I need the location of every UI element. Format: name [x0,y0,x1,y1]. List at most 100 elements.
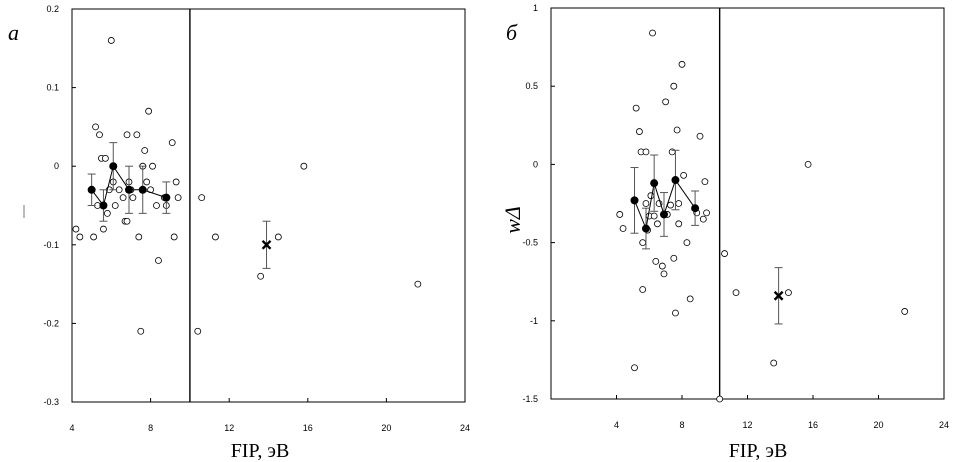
scatter-point [703,209,710,217]
scatter-point [198,194,206,202]
panel-a-ticks: 4 8 12 16 20 24 -0.3 -0.2 -0.1 0 0.1 0.2 [43,4,470,433]
scatter-point [662,98,670,106]
panel-b-scatter-points [616,29,909,403]
x-tick-label: 24 [460,423,470,433]
mean-point [641,224,650,233]
scatter-point [274,233,282,241]
cross-point [773,290,784,301]
panel-b-y-axis-title: wΔ [500,206,525,234]
scatter-point [72,225,80,233]
scatter-point [137,327,145,335]
x-tick-label: 8 [679,420,684,430]
scatter-point [732,289,740,297]
scatter-point [675,220,683,228]
scatter-point [123,131,131,139]
panel-b-plot-frame [550,7,945,400]
scatter-point [155,257,162,264]
panel-b-x-axis-title: FIP, эВ [729,440,788,462]
scatter-point [785,289,792,297]
scatter-point [642,148,650,156]
y-tick-label: -0.3 [43,397,59,407]
scatter-point [174,194,182,202]
scatter-point [149,162,156,170]
scatter-point [119,194,127,202]
y-tick-label: -0.1 [43,240,59,250]
y-tick-label: 1 [533,3,538,13]
scatter-point [660,270,668,278]
mean-point [650,179,659,188]
scatter-point [647,192,655,200]
mean-point [162,193,171,202]
scatter-point [654,220,661,228]
scatter-point [658,262,666,270]
scatter-point [680,171,688,179]
scatter-point [170,233,178,241]
scatter-point [652,257,660,265]
scatter-point [716,395,724,403]
panel-a: а 4 8 12 16 20 24 -0.3 -0.2 -0.1 0 0.1 0.2 FIP, эВ [8,4,470,462]
scatter-point [257,272,265,280]
x-tick-label: 24 [939,420,949,430]
mean-point [87,185,96,194]
panel-a-scatter-points [72,37,422,335]
scatter-point [107,37,115,44]
scatter-point [668,148,676,156]
x-tick-label: 4 [614,420,619,430]
panel-b-ticks: 4 8 12 16 20 24 -1.5 -1 -0.5 0 0.5 1 [522,3,949,430]
x-tick-label: 12 [224,423,234,433]
y-tick-label: -0.2 [43,318,59,328]
cross-point [261,239,272,250]
scatter-point [92,123,99,131]
scatter-point [721,250,728,257]
y-tick-label: 0 [533,159,538,169]
y-tick-label: 0.1 [46,83,59,93]
scatter-point [649,29,656,37]
scatter-point [143,178,151,186]
scatter-point [100,225,107,233]
panel-a-letter: а [8,20,19,45]
x-tick-label: 20 [873,420,883,430]
scatter-point [699,215,707,223]
scatter-point [133,131,141,139]
scatter-point [667,201,674,209]
scatter-point [631,364,638,372]
scatter-point [672,309,679,317]
scatter-point [102,154,109,162]
scatter-point [683,239,691,247]
scatter-point [96,131,103,139]
scatter-point [141,147,149,154]
scatter-point [670,82,678,90]
y-tick-label: -1 [530,316,538,326]
scatter-point [678,60,686,68]
scatter-point [673,126,681,134]
x-tick-label: 12 [742,420,752,430]
panel-b-mean-series [630,149,700,250]
scatter-point [103,209,111,217]
scatter-point [172,178,180,186]
mean-point [630,196,639,205]
scatter-point [111,202,119,209]
mean-point [124,185,133,194]
y-tick-label: 0.2 [46,4,59,14]
scatter-point [675,200,683,207]
scatter-point [414,280,422,288]
panel-a-cross-marker [261,220,272,269]
scatter-point [696,132,704,140]
panel-a-plot-frame [71,8,466,403]
scatter-point [632,104,640,112]
panel-b-cross-marker [773,267,784,325]
scatter-point [642,200,650,207]
scatter-point [639,239,647,247]
scatter-point [670,254,678,262]
scatter-point [770,359,778,367]
scatter-point [194,327,202,335]
scatter-point [636,128,643,135]
scatter-point [153,202,160,209]
mean-point [671,176,680,185]
panel-a-mean-series [87,142,171,222]
scatter-point [804,160,812,168]
y-tick-label: 0 [54,161,59,171]
scatter-point [650,212,658,220]
scatter-point [90,233,98,241]
